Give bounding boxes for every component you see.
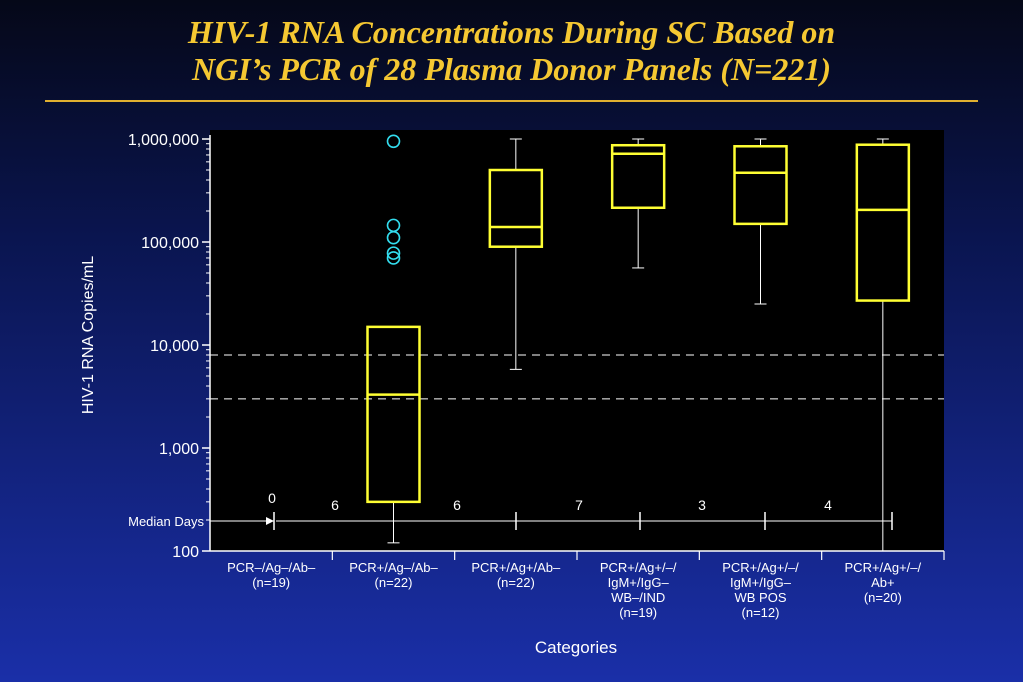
median-days-arrow-head	[266, 517, 274, 525]
slide-title: HIV-1 RNA Concentrations During SC Based…	[0, 14, 1023, 88]
y-tick-label: 10,000	[150, 338, 199, 355]
x-category-label: PCR+/Ag+/–/	[600, 560, 677, 575]
x-category-label: WB–/IND	[611, 590, 665, 605]
median-days-value: 0	[268, 490, 276, 506]
outlier-point-4	[386, 251, 401, 265]
slide-title-line-1: HIV-1 RNA Concentrations During SC Based…	[187, 14, 836, 50]
x-category-label: PCR+/Ag–/Ab–	[349, 560, 438, 575]
box-group-4	[733, 138, 788, 305]
x-axis-label: Categories	[535, 638, 617, 657]
x-category-label: (n=20)	[864, 590, 902, 605]
x-category-label: (n=22)	[375, 575, 413, 590]
median-days-value: 3	[698, 497, 706, 513]
outlier-point-0	[386, 134, 401, 149]
box-iqr	[488, 168, 544, 248]
reference-lines	[210, 354, 944, 400]
median-days-value: 7	[575, 497, 583, 513]
axes: 1,000,000 100,000 10,000 1,000 100 PCR–/Ag–/A…	[128, 132, 945, 620]
box-iqr	[733, 145, 788, 226]
plot-area	[210, 130, 944, 551]
x-category-label: IgM+/IgG–	[730, 575, 792, 590]
median-days-value: 6	[331, 497, 339, 513]
box-group-2	[488, 138, 544, 370]
outlier-point-2	[386, 230, 401, 245]
x-category-label: PCR+/Ag+/–/	[722, 560, 799, 575]
x-category-label: PCR–/Ag–/Ab–	[227, 560, 316, 575]
x-category-label: (n=19)	[252, 575, 290, 590]
box-iqr	[366, 325, 421, 504]
y-tick-label: 100,000	[141, 235, 199, 252]
y-tick-label: 1,000,000	[128, 132, 199, 149]
box-group-1	[366, 134, 421, 544]
x-category-label: WB POS	[734, 590, 786, 605]
slide-title-line-2: NGI’s PCR of 28 Plasma Donor Panels (N=2…	[192, 51, 831, 87]
box-series	[366, 134, 911, 552]
median-days-value: 6	[453, 497, 461, 513]
median-days-timeline: Median Days 0 6 6 7 3 4	[128, 490, 893, 530]
x-category-label: PCR+/Ag+/Ab–	[471, 560, 561, 575]
x-category-label: IgM+/IgG–	[608, 575, 670, 590]
box-iqr	[610, 143, 666, 210]
x-category-label: (n=22)	[497, 575, 535, 590]
box-group-3	[610, 138, 666, 269]
title-divider	[45, 100, 978, 102]
y-axis-label: HIV-1 RNA Copies/mL	[80, 256, 97, 414]
outlier-point-3	[386, 246, 401, 260]
x-category-label: (n=19)	[619, 605, 657, 620]
y-tick-label: 1,000	[159, 441, 199, 458]
x-category-label: PCR+/Ag+/–/	[845, 560, 922, 575]
median-days-value: 4	[824, 497, 832, 513]
median-days-label: Median Days	[128, 514, 204, 529]
x-category-label: Ab+	[871, 575, 895, 590]
x-category-label: (n=12)	[742, 605, 780, 620]
box-iqr	[855, 143, 911, 302]
y-tick-label: 100	[172, 544, 199, 561]
